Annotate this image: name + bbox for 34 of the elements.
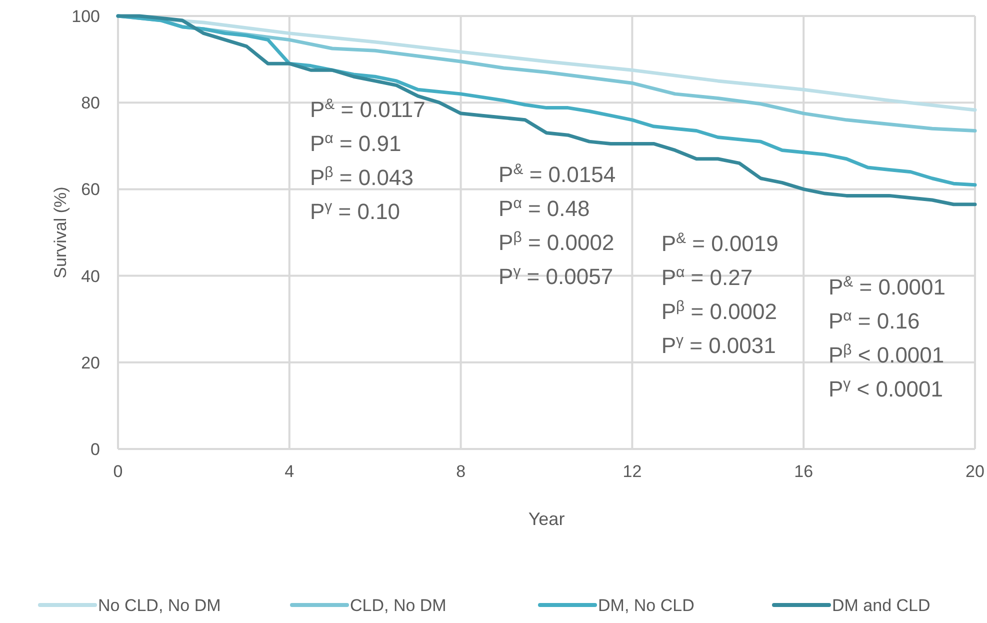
annotation: P$^{γ}$ = 0.0031	[661, 332, 776, 358]
y-tick-label: 60	[81, 180, 100, 200]
legend-label: No CLD, No DM	[98, 596, 221, 615]
annotation: P$^{α}$ = 0.48	[498, 194, 590, 221]
x-tick-label: 8	[456, 462, 466, 481]
x-axis-title: Year	[528, 509, 565, 529]
annotation: P$^{α}$ = 0.16	[828, 306, 920, 334]
y-tick-label: 40	[81, 266, 100, 286]
annotation: P$^{β}$ = 0.0002	[498, 228, 614, 255]
y-tick-label: 0	[90, 440, 100, 459]
x-tick-label: 4	[284, 462, 294, 481]
annotation: P$^{&}$ = 0.0117	[310, 95, 426, 122]
x-tick-label: 16	[794, 462, 814, 481]
y-tick-label: 100	[72, 7, 100, 26]
annotation: P$^{&}$ = 0.0001	[828, 272, 946, 300]
legend-label: CLD, No DM	[350, 596, 446, 615]
annotation: P$^{β}$ < 0.0001	[828, 340, 944, 368]
annotation: P$^{γ}$ = 0.10	[310, 197, 400, 224]
x-tick-label: 20	[966, 462, 984, 481]
legend-label: DM, No CLD	[598, 596, 694, 615]
y-tick-label: 20	[81, 353, 100, 372]
annotation: P$^{γ}$ = 0.0057	[498, 262, 614, 289]
y-axis-title: Survival (%)	[51, 186, 70, 278]
annotation: P$^{&}$ = 0.0019	[661, 230, 778, 256]
annotation: P$^{&}$ = 0.0154	[498, 160, 616, 187]
annotation: P$^{α}$ = 0.91	[310, 129, 402, 156]
annotation: P$^{β}$ = 0.043	[310, 163, 414, 190]
x-tick-label: 12	[622, 462, 642, 481]
legend-label: DM and CLD	[832, 596, 930, 615]
y-tick-label: 80	[81, 94, 100, 113]
annotation: P$^{β}$ = 0.0002	[661, 298, 778, 324]
annotation: P$^{α}$ = 0.27	[661, 264, 753, 290]
x-tick-label: 0	[113, 462, 123, 481]
annotation: P$^{γ}$ < 0.0001	[828, 374, 944, 402]
